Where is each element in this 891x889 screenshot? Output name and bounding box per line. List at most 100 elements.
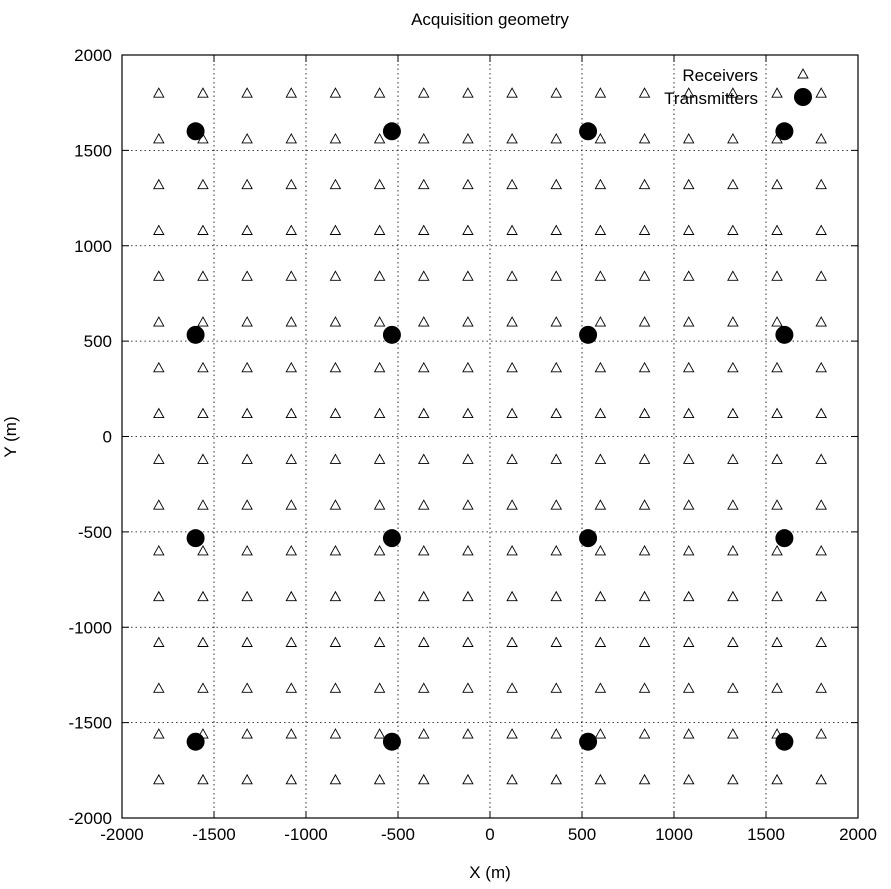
receiver-point — [241, 224, 253, 235]
receiver-point — [329, 773, 342, 785]
y-tick-label: 500 — [84, 332, 112, 351]
receiver-point — [417, 499, 430, 510]
receiver-point — [815, 636, 827, 647]
receiver-point — [771, 682, 783, 693]
receiver-point — [417, 87, 430, 98]
receiver-point — [153, 133, 165, 144]
transmitter-point — [579, 325, 598, 344]
receiver-point — [506, 407, 518, 419]
receiver-point — [550, 407, 563, 419]
receiver-point — [638, 361, 651, 373]
receiver-point — [153, 453, 165, 464]
receiver-point — [727, 545, 739, 556]
receiver-point — [815, 133, 827, 144]
y-tick-label: -2000 — [69, 809, 112, 828]
receiver-point — [638, 453, 651, 464]
receiver-point — [682, 453, 695, 464]
receiver-point — [241, 728, 253, 739]
receiver-point — [727, 133, 739, 144]
receiver-point — [197, 499, 209, 510]
receiver-point — [373, 316, 386, 327]
receiver-point — [727, 728, 739, 739]
receiver-point — [682, 178, 695, 190]
receiver-point — [329, 453, 342, 464]
receiver-point — [638, 773, 651, 785]
x-tick-label: -1000 — [284, 825, 327, 844]
receiver-point — [329, 407, 342, 419]
receiver-point — [373, 773, 386, 785]
receiver-point — [373, 499, 386, 510]
receiver-point — [506, 682, 518, 693]
receiver-point — [506, 361, 518, 373]
receiver-point — [506, 453, 518, 464]
receiver-point — [594, 590, 607, 602]
receiver-point — [197, 682, 209, 693]
receiver-point — [285, 636, 298, 647]
receiver-point — [197, 590, 209, 602]
receiver-point — [727, 453, 739, 464]
transmitter-point — [775, 122, 794, 141]
receiver-point — [285, 728, 298, 739]
receiver-point — [241, 133, 253, 144]
receiver-point — [594, 682, 607, 693]
transmitter-point — [186, 122, 205, 141]
receiver-point — [153, 407, 165, 419]
receiver-point — [153, 590, 165, 602]
receiver-point — [815, 728, 827, 739]
receivers-series — [153, 87, 827, 785]
receiver-point — [815, 407, 827, 419]
receiver-point — [373, 728, 386, 739]
receiver-point — [373, 590, 386, 602]
receiver-point — [417, 682, 430, 693]
receiver-point — [462, 499, 474, 510]
y-tick-label: 0 — [103, 428, 112, 447]
receiver-point — [771, 773, 783, 785]
receiver-point — [506, 87, 518, 98]
receiver-point — [373, 453, 386, 464]
transmitter-point — [186, 325, 205, 344]
receiver-point — [771, 178, 783, 190]
receiver-point — [153, 545, 165, 556]
receiver-point — [550, 224, 563, 235]
receiver-point — [815, 316, 827, 327]
receiver-point — [550, 87, 563, 98]
receiver-point — [815, 545, 827, 556]
receiver-point — [462, 773, 474, 785]
receiver-point — [417, 316, 430, 327]
x-axis-ticks: -2000 -1500 -1000 -500 0 500 1000 1500 2000 — [100, 55, 877, 844]
receiver-point — [417, 453, 430, 464]
receiver-point — [550, 270, 563, 281]
receiver-point — [285, 499, 298, 510]
receiver-point — [285, 361, 298, 373]
receiver-point — [638, 682, 651, 693]
x-tick-label: 1000 — [655, 825, 693, 844]
receiver-point — [594, 453, 607, 464]
receiver-point — [329, 590, 342, 602]
receiver-point — [197, 316, 209, 327]
receiver-point — [682, 407, 695, 419]
receiver-point — [771, 407, 783, 419]
receiver-point — [329, 361, 342, 373]
receiver-point — [241, 87, 253, 98]
receiver-point — [462, 361, 474, 373]
receiver-point — [506, 728, 518, 739]
receiver-point — [373, 87, 386, 98]
legend-label-transmitters: Transmitters — [664, 89, 758, 108]
receiver-point — [285, 773, 298, 785]
receiver-point — [241, 682, 253, 693]
receiver-point — [771, 499, 783, 510]
receiver-point — [506, 590, 518, 602]
transmitter-point — [382, 122, 401, 141]
receiver-point — [550, 728, 563, 739]
receiver-point — [417, 590, 430, 602]
receiver-point — [682, 590, 695, 602]
transmitter-point — [579, 732, 598, 751]
receiver-point — [285, 453, 298, 464]
receiver-point — [462, 133, 474, 144]
receiver-point — [373, 545, 386, 556]
receiver-point — [727, 499, 739, 510]
receiver-point — [682, 224, 695, 235]
receiver-point — [594, 636, 607, 647]
receiver-point — [594, 87, 607, 98]
